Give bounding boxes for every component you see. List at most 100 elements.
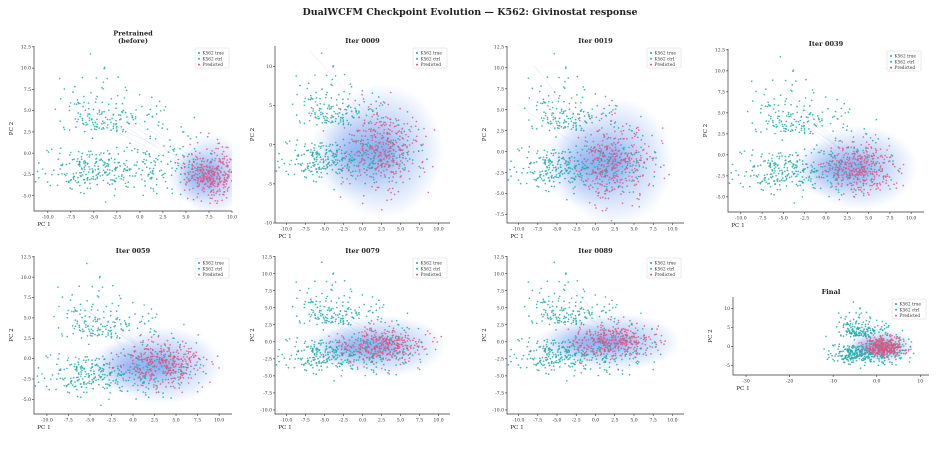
point-ctrl [530,171,532,173]
point-true [335,318,337,320]
point-true [342,305,344,307]
point-true [124,320,126,322]
point-true [391,153,393,155]
point-true [820,188,822,190]
point-ctrl [799,159,801,161]
point-ctrl [575,176,577,178]
point-ctrl [333,352,335,354]
point-true [95,129,97,131]
point-true [122,129,124,131]
point-predicted [614,153,616,155]
point-ctrl [335,113,337,115]
point-ctrl [835,173,837,175]
point-ctrl [553,53,555,55]
y-tick-label: 5.0 [24,108,31,114]
point-ctrl [558,156,560,158]
point-true [841,180,843,182]
point-ctrl [318,318,320,320]
point-true [337,144,339,146]
point-predicted [398,167,400,169]
point-predicted [624,168,626,170]
point-true [784,124,786,126]
point-true [69,187,71,189]
point-predicted [184,167,186,169]
point-ctrl [162,123,164,125]
point-predicted [362,203,364,205]
point-ctrl [403,363,405,365]
point-ctrl [97,379,99,381]
point-predicted [359,171,361,173]
point-ctrl [69,110,71,112]
point-true [321,322,323,324]
point-true [651,135,653,137]
x-tick-label: 0.0 [822,216,829,222]
point-predicted [410,126,412,128]
point-predicted [876,161,878,163]
point-predicted [392,188,394,190]
point-true [775,112,777,114]
point-predicted [193,356,195,358]
point-true [130,113,132,115]
point-ctrl [420,361,422,363]
point-ctrl [333,380,335,382]
point-true [575,119,577,121]
point-ctrl [420,167,422,169]
point-true [370,306,372,308]
point-ctrl [828,163,830,165]
point-predicted [361,160,363,162]
point-ctrl [537,101,539,103]
point-ctrl [310,171,312,173]
point-true [357,368,359,370]
x-tick-label: 2.5 [611,227,618,233]
point-true [786,185,788,187]
point-predicted [609,152,611,154]
point-predicted [355,178,357,180]
point-predicted [874,177,876,179]
point-predicted [203,365,205,367]
point-predicted [841,183,843,185]
point-ctrl [569,109,571,111]
point-true [119,319,121,321]
point-true [325,116,327,118]
point-predicted [652,159,654,161]
point-true [772,125,774,127]
point-predicted [168,350,170,352]
point-true [190,365,192,367]
point-ctrl [338,149,340,151]
point-ctrl [351,138,353,140]
point-predicted [415,125,417,127]
point-true [360,141,362,143]
point-true [351,291,353,293]
point-true [92,325,94,327]
point-true [346,109,348,111]
point-ctrl [536,178,538,180]
point-ctrl [775,166,777,168]
point-ctrl [591,122,593,124]
point-predicted [595,149,597,151]
point-ctrl [131,150,133,152]
point-true [296,341,298,343]
point-ctrl [188,166,190,168]
point-predicted [148,356,150,358]
point-predicted [870,171,872,173]
point-true [127,181,129,183]
point-true [609,104,611,106]
point-predicted [898,171,900,173]
point-predicted [863,193,865,195]
point-ctrl [152,317,154,319]
point-true [73,311,75,313]
point-predicted [392,155,394,157]
point-predicted [223,151,225,153]
point-true [812,184,814,186]
point-true [115,107,117,109]
point-true [328,342,330,344]
point-true [729,182,731,184]
point-ctrl [112,114,114,116]
point-predicted [133,368,135,370]
point-ctrl [558,97,560,99]
point-ctrl [792,113,794,115]
point-true [125,112,127,114]
point-predicted [221,180,223,182]
point-predicted [382,149,384,151]
point-ctrl [158,121,160,123]
